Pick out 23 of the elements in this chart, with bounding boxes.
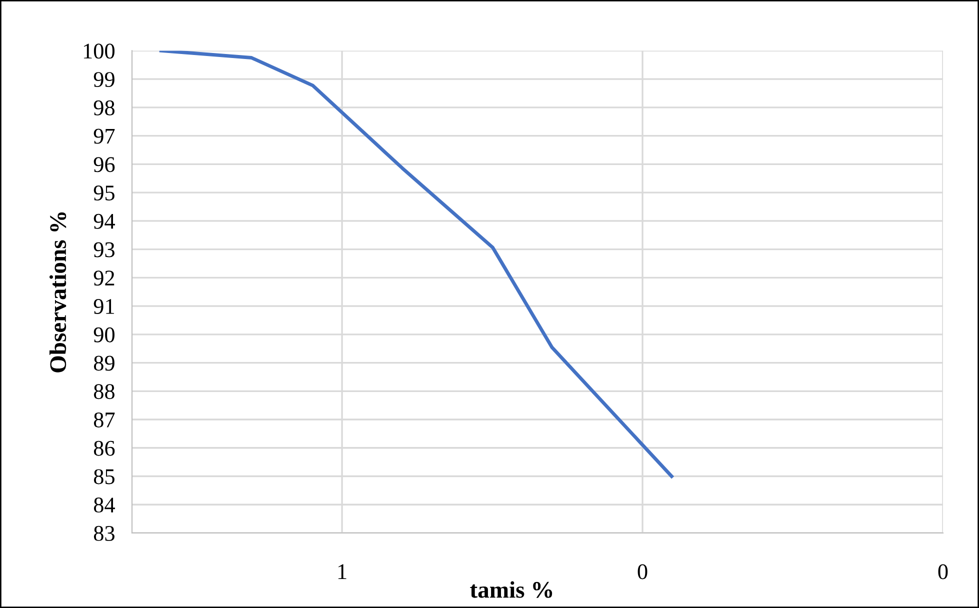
x-tick-label: 0 bbox=[938, 564, 948, 580]
y-tick-label: 84 bbox=[94, 498, 115, 513]
y-tick-label: 88 bbox=[94, 384, 114, 400]
y-tick-label: 100 bbox=[84, 44, 114, 59]
y-tick-label: 87 bbox=[94, 412, 115, 428]
x-axis-title: tamis % bbox=[470, 581, 552, 598]
y-axis-title: Observations % bbox=[49, 212, 66, 372]
y-tick-label: 99 bbox=[94, 72, 114, 87]
y-tick-label: 98 bbox=[94, 100, 114, 116]
y-tick-label: 85 bbox=[94, 469, 114, 484]
y-tick-label: 95 bbox=[94, 186, 114, 200]
y-tick-label: 91 bbox=[94, 299, 114, 314]
y-tick-label: 86 bbox=[94, 440, 115, 456]
x-tick-label: 1 bbox=[338, 564, 346, 579]
y-tick-label: 97 bbox=[94, 128, 115, 144]
y-tick-label: 96 bbox=[94, 157, 115, 172]
y-tick-label: 89 bbox=[94, 356, 114, 371]
y-tick-label: 94 bbox=[94, 214, 115, 229]
y-tick-label: 93 bbox=[94, 242, 114, 258]
x-tick-label: 0 bbox=[638, 564, 648, 580]
y-tick-label: 92 bbox=[94, 270, 114, 286]
y-tick-label: 83 bbox=[94, 526, 114, 541]
y-tick-label: 90 bbox=[94, 327, 114, 342]
